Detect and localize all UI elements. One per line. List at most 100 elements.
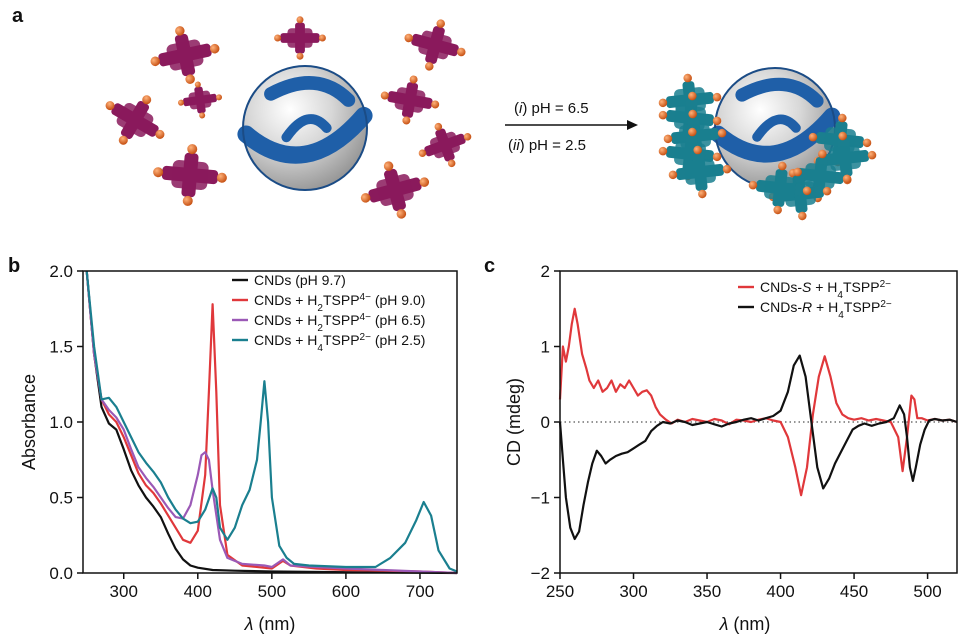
x-tick-label: 450 [840,582,868,601]
x-tick-label: 700 [406,582,434,601]
panel-label-c: c [484,255,495,277]
y-tick-label: −2 [531,564,550,583]
sulfonate-ball [425,62,434,71]
sulfonate-ball [712,92,722,102]
y-tick-label: 0.5 [49,489,73,508]
sulfonate-ball [436,19,445,28]
sulfonate-ball [683,73,692,83]
x-tick-label: 350 [693,582,721,601]
sulfonate-ball [194,81,201,88]
sulfonate-ball [396,209,407,219]
sulfonate-ball [798,211,807,221]
sulfonate-ball [175,26,185,36]
free-porphyrin-molecule [360,161,430,219]
sulfonate-ball [216,172,227,183]
sulfonate-ball [838,113,847,123]
sulfonate-ball [409,75,418,84]
sphere-band [264,76,356,107]
sulfonate-ball [216,94,223,101]
sulfonate-ball [748,180,758,190]
sulfonate-ball [142,95,152,105]
y-tick-label: 1 [541,338,550,357]
sulfonate-ball [778,161,787,171]
sphere-band [237,106,373,164]
panel-label-a: a [12,5,24,27]
sulfonate-ball [209,43,220,54]
cnd-sphere-left [237,65,373,191]
aggregate-porphyrin-molecule [668,145,732,199]
sulfonate-ball [380,91,389,100]
sulfonate-ball [693,145,702,155]
sulfonate-ball [712,152,722,162]
free-porphyrin-molecule [153,144,227,206]
sulfonate-ball [418,149,427,157]
series-line-2 [85,270,458,575]
sulfonate-ball [698,189,707,199]
x-tick-label: 400 [184,582,212,601]
sphere-band [709,107,841,163]
aggregate-porphyrin-molecule [813,131,877,185]
y-tick-label: 2.0 [49,262,73,281]
sulfonate-ball [658,146,668,156]
sulfonate-ball [658,98,668,108]
x-tick-label: 300 [619,582,647,601]
sulfonate-ball [199,112,206,119]
sulfonate-ball [419,177,430,187]
sulfonate-ball [688,127,697,137]
y-tick-label: 0 [541,413,550,432]
free-porphyrin-molecule [418,122,472,168]
sulfonate-ball [153,167,164,178]
sulfonate-ball [402,116,411,125]
sulfonate-ball [274,34,282,42]
sulfonate-ball [150,56,161,67]
sulfonate-ball [118,135,128,145]
x-tick-label: 500 [258,582,286,601]
free-porphyrin-molecule [177,81,223,119]
chart-c-cd: 250 300 350 400 450 500 −2 −1 0 1 2 CNDs-S + H4TSPP… [531,262,958,601]
sulfonate-ball [722,164,732,174]
panel-label-b: b [8,255,20,277]
legend-entry: CNDs + H2TSPP4− (pH 6.5) [254,312,425,334]
sulfonate-ball [658,110,668,120]
sulfonate-ball [447,159,456,168]
sulfonate-ball [793,167,802,177]
sulfonate-ball [862,138,872,148]
chart-b-xlabel: λ (nm) [244,614,296,634]
sulfonate-ball [688,91,697,101]
sphere-band [752,114,801,142]
y-tick-label: −1 [531,489,550,508]
sulfonate-ball [155,129,165,139]
sulfonate-ball [717,128,727,138]
step2-label: (ii) pH = 2.5 [508,137,586,154]
y-tick-label: 2 [541,262,550,281]
sulfonate-ball [182,195,193,206]
x-tick-label: 300 [110,582,138,601]
chart-b-absorbance: 300 400 500 600 700 0.0 0.5 1.0 1.5 2.0 CNDs (pH 9… [49,262,458,601]
scheme-right-aggregates [658,73,877,221]
y-tick-label: 1.5 [49,338,73,357]
y-tick-label: 0.0 [49,564,73,583]
free-porphyrin-molecule [105,95,165,145]
sphere-band [735,77,824,108]
legend-entry: CNDs + H4TSPP2− (pH 2.5) [254,332,425,354]
free-porphyrin-molecule [274,16,326,60]
series-line-1 [558,354,958,541]
sulfonate-ball [688,109,697,119]
sulfonate-ball [842,174,852,184]
sulfonate-ball [802,186,812,196]
legend-entry: CNDs (pH 9.7) [254,272,346,288]
series-line-0 [558,307,958,497]
sulfonate-ball [431,100,440,109]
sulfonate-ball [463,133,472,141]
sulfonate-ball [187,144,198,155]
legend-entry: CNDs-S + H4TSPP2− [760,279,891,301]
y-tick-label: 1.0 [49,413,73,432]
sulfonate-ball [185,74,195,84]
chart-c-xlabel: λ (nm) [719,614,771,634]
sulfonate-ball [822,186,832,196]
aggregate-porphyrin-molecule [748,161,812,215]
sulfonate-ball [663,134,673,144]
sulfonate-ball [712,116,722,126]
chart-c-ylabel: CD (mdeg) [504,378,524,466]
sulfonate-ball [818,149,827,159]
